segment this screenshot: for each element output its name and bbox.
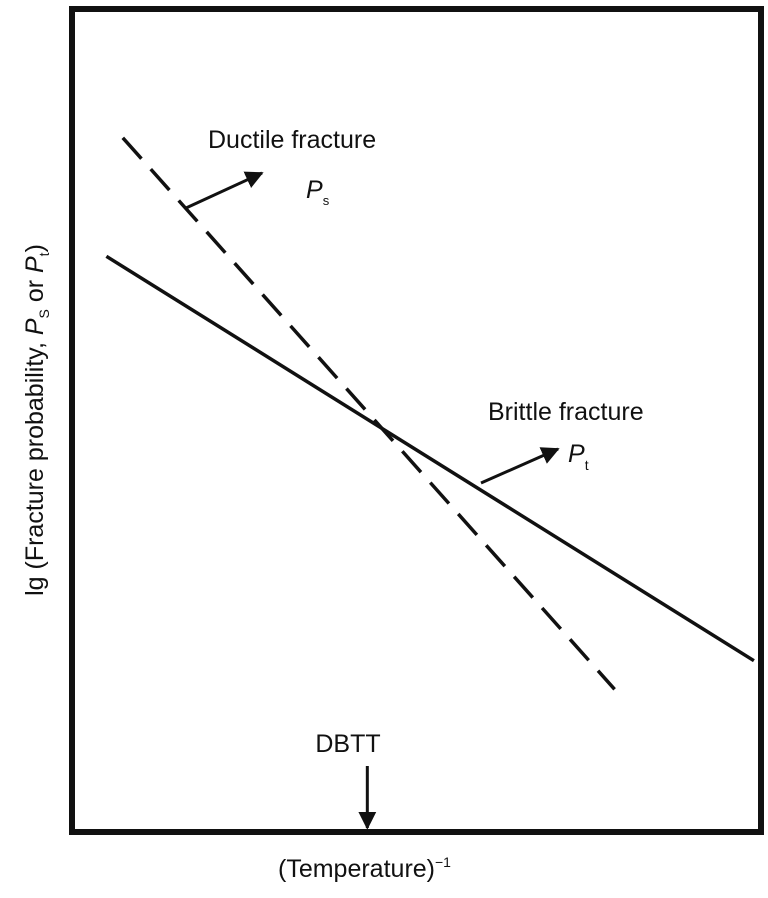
plot-frame <box>69 6 764 835</box>
series-line-ductile-fracture <box>121 136 616 691</box>
y-axis-label: lg (Fracture probability, PS or Pt) <box>21 244 52 596</box>
ductile-label: Ductile fracture <box>208 126 376 154</box>
series-layer <box>105 136 755 691</box>
series-line-brittle-fracture <box>105 254 755 663</box>
brittle-symbol: Pt <box>568 440 589 473</box>
ductile-symbol: Ps <box>306 176 330 208</box>
brittle-label: Brittle fracture <box>488 398 644 426</box>
ductile-arrow <box>185 171 264 210</box>
dbtt-label: DBTT <box>315 730 380 758</box>
x-axis-label: (Temperature)−1 <box>278 854 451 883</box>
brittle-arrow <box>480 447 560 485</box>
